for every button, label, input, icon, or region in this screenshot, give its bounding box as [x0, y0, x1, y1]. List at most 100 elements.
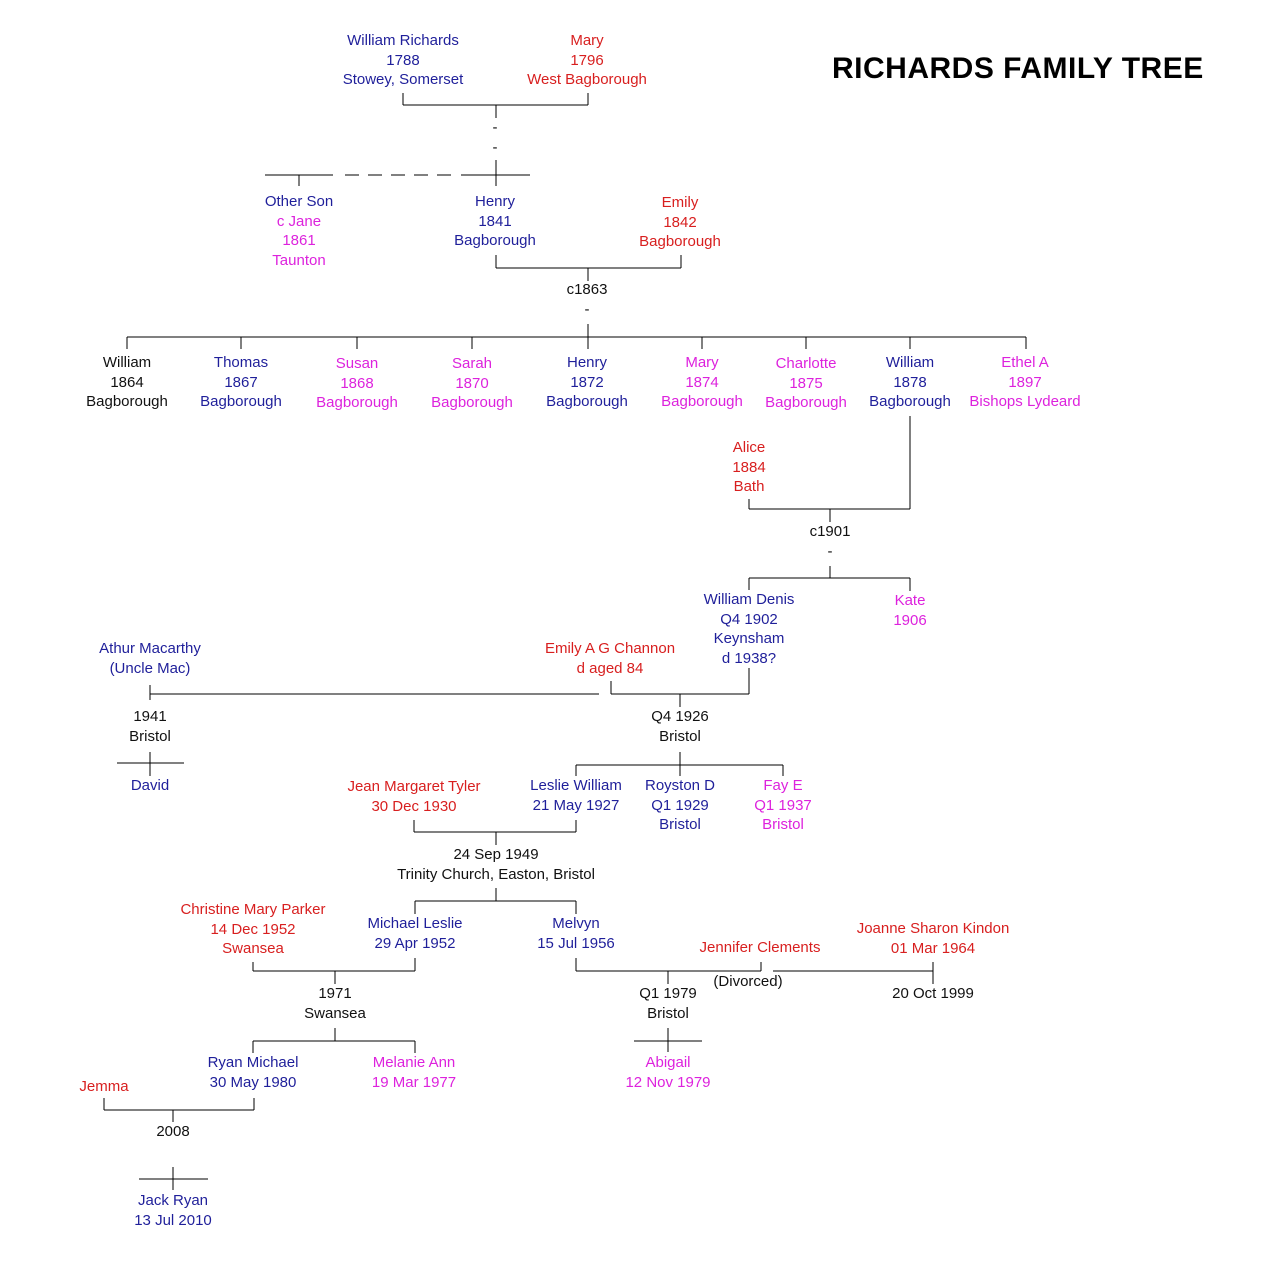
label-line: Jack Ryan	[137, 1192, 209, 1209]
label-line: -	[827, 542, 833, 560]
label-line: 30 Dec 1930	[371, 797, 457, 815]
label-line: William	[102, 354, 152, 371]
label-line: 1788	[386, 51, 420, 69]
person-charlotte-1875: Charlotte 1875 Bagborough	[765, 354, 847, 413]
label-line: Trinity Church, Easton, Bristol	[397, 865, 595, 883]
label-line: Jennifer Clements	[699, 939, 821, 956]
label-line: 14 Dec 1952	[210, 920, 296, 938]
person-fay-e: Fay E Q1 1937 Bristol	[754, 776, 812, 835]
person-joanne-kindon: Joanne Sharon Kindon 01 Mar 1964	[857, 919, 1010, 958]
label-line: d 1938?	[721, 649, 777, 667]
label-line: 1842	[663, 213, 697, 231]
label-line: Swansea	[222, 940, 284, 957]
label-line: West Bagborough	[527, 71, 647, 88]
label-line: Bagborough	[200, 393, 282, 410]
label-line: Ethel A	[1001, 354, 1049, 371]
label-line: Mary	[685, 354, 719, 371]
marriage-2008: 2008	[156, 1122, 189, 1142]
label-line: Abigail	[645, 1054, 691, 1071]
label-line: Swansea	[304, 1004, 366, 1022]
person-henry-1841: Henry 1841 Bagborough	[454, 192, 536, 251]
person-athur-macarthy: Athur Macarthy (Uncle Mac)	[99, 639, 201, 678]
person-leslie-william: Leslie William 21 May 1927	[530, 776, 622, 815]
label-line: Emily A G Channon	[544, 640, 676, 657]
label-line: 1874	[685, 373, 719, 391]
label-line: 1841	[478, 212, 512, 230]
person-william-1864: William 1864 Bagborough	[86, 353, 168, 412]
label-line: William Richards	[347, 32, 459, 49]
label-line: 20 Oct 1999	[892, 985, 974, 1002]
person-mary-1874: Mary 1874 Bagborough	[661, 353, 743, 412]
label-line: 15 Jul 1956	[537, 934, 615, 952]
label-line: 1906	[893, 611, 927, 629]
person-jean-tyler: Jean Margaret Tyler 30 Dec 1930	[347, 777, 480, 816]
marriage-1949: 24 Sep 1949 Trinity Church, Easton, Brist…	[397, 845, 595, 884]
label-line: 1878	[893, 373, 927, 391]
label-line: Bristol	[659, 816, 701, 833]
label-line: 1864	[110, 373, 144, 391]
label-line: Bagborough	[86, 393, 168, 410]
label-line: Bristol	[762, 816, 804, 833]
label-line: 1870	[455, 374, 489, 392]
label-line: 1875	[789, 374, 823, 392]
marriage-1926: Q4 1926 Bristol	[651, 707, 709, 746]
label-line: c1901	[809, 523, 851, 540]
label-line: Susan	[335, 355, 379, 372]
label-line: Bagborough	[454, 232, 536, 249]
person-melvyn: Melvyn 15 Jul 1956	[537, 914, 615, 953]
label-line: 24 Sep 1949	[453, 846, 539, 863]
person-susan-1868: Susan 1868 Bagborough	[316, 354, 398, 413]
label-line: Athur Macarthy	[99, 640, 201, 657]
person-jennifer-clements: Jennifer Clements	[700, 938, 821, 958]
label-line: Taunton	[272, 251, 326, 269]
label-line: 1971	[318, 985, 352, 1002]
person-kate-1906: Kate 1906	[893, 591, 926, 630]
label-line: Jemma	[79, 1078, 129, 1095]
label-line: 01 Mar 1964	[890, 939, 976, 957]
label-line: Stowey, Somerset	[342, 71, 464, 88]
label-line: Henry	[474, 193, 515, 210]
person-ethel-1897: Ethel A 1897 Bishops Lydeard	[969, 353, 1080, 412]
divorced-note: (Divorced)	[713, 972, 782, 992]
page-title: RICHARDS FAMILY TREE	[832, 52, 1204, 85]
person-abigail: Abigail 12 Nov 1979	[625, 1053, 710, 1092]
label-line: Leslie William	[530, 777, 622, 794]
label-line: Melvyn	[552, 915, 600, 932]
label-line: Sarah	[451, 355, 493, 372]
person-alice-1884: Alice 1884 Bath	[732, 438, 765, 497]
label-line: 2008	[156, 1123, 190, 1140]
label-line: Bristol	[129, 727, 171, 745]
label-line: Royston D	[644, 777, 716, 794]
label-line: 1796	[570, 51, 604, 69]
label-line: Other Son	[264, 193, 334, 210]
label-line: 1897	[1008, 373, 1042, 391]
person-other-son: Other Son c Jane 1861 Taunton	[265, 192, 333, 270]
label-line: -	[584, 300, 590, 318]
label-line: Bristol	[659, 727, 701, 745]
label-line: 1867	[224, 373, 258, 391]
label-line: Charlotte	[775, 355, 837, 372]
label-line: Bagborough	[546, 393, 628, 410]
label-line: 13 Jul 2010	[134, 1211, 212, 1229]
label-line: Q4 1926	[651, 708, 709, 725]
label-line: Q1 1937	[754, 796, 812, 814]
label-line: d aged 84	[576, 659, 644, 677]
label-line: (Uncle Mac)	[109, 659, 191, 677]
person-henry-1872: Henry 1872 Bagborough	[546, 353, 628, 412]
label-line: 19 Mar 1977	[371, 1073, 457, 1091]
label-line: Keynsham	[713, 630, 785, 647]
label-line: 1941	[133, 708, 167, 725]
label-line: Kate	[894, 592, 926, 609]
label-line: 1861	[282, 232, 316, 249]
marriage-1971: 1971 Swansea	[304, 984, 366, 1023]
label-line: 30 May 1980	[209, 1073, 297, 1091]
person-william-richards: William Richards 1788 Stowey, Somerset	[343, 31, 464, 90]
person-christine-parker: Christine Mary Parker 14 Dec 1952 Swansea	[180, 900, 325, 959]
marriage-1901: c1901 -	[810, 522, 851, 561]
label-line: Bagborough	[869, 393, 951, 410]
label-line: 1872	[570, 373, 604, 391]
person-melanie-ann: Melanie Ann 19 Mar 1977	[372, 1053, 456, 1092]
label-line: Emily	[661, 194, 699, 211]
label-line: Henry	[566, 354, 607, 371]
